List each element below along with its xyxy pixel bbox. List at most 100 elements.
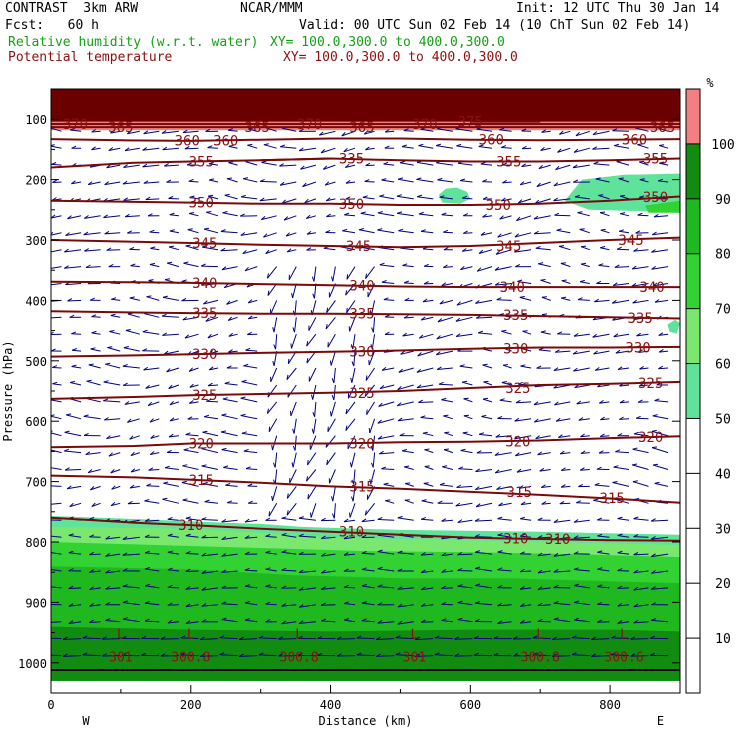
wind-vector-head	[70, 127, 76, 131]
wind-vector-head	[202, 430, 208, 433]
wind-vector-head	[559, 500, 565, 505]
wind-vector	[441, 214, 453, 217]
wind-vector	[651, 519, 669, 522]
wind-vector-head	[632, 463, 638, 466]
wind-vector	[419, 333, 434, 339]
wind-vector	[417, 350, 434, 357]
x-tick-label: 600	[459, 698, 481, 712]
low-marker: L	[117, 628, 125, 643]
wind-vector-head	[66, 485, 72, 490]
wind-vector-head	[146, 483, 152, 487]
wind-vector-head	[618, 177, 624, 180]
wind-vector-head	[127, 418, 132, 423]
colorbar-segment	[686, 89, 700, 144]
low-value: 300.8	[171, 651, 210, 666]
wind-vector-head	[457, 584, 463, 587]
wind-vector	[540, 331, 551, 335]
y-tick-label: 300	[25, 234, 47, 248]
wind-vector-head	[519, 619, 525, 624]
wind-vector	[349, 503, 356, 518]
wind-vector	[52, 383, 62, 386]
wind-vector-head	[442, 465, 448, 468]
wind-vector-head	[181, 298, 187, 302]
theta-label: 325	[638, 376, 663, 392]
wind-vector-head	[145, 196, 151, 201]
wind-vector-head	[167, 261, 173, 264]
wind-vector	[561, 280, 571, 284]
wind-vector	[86, 380, 101, 386]
wind-vector	[533, 215, 551, 220]
wind-vector-head	[396, 211, 403, 214]
wind-vector-head	[361, 618, 367, 622]
wind-vector-head	[618, 229, 624, 232]
wind-vector-head	[89, 603, 94, 607]
wind-vector-head	[456, 143, 462, 147]
wind-vector-head	[519, 586, 525, 590]
wind-vector	[91, 130, 101, 133]
wind-vector	[483, 381, 493, 386]
wind-vector-head	[51, 162, 57, 165]
wind-vector-head	[650, 602, 656, 606]
wind-vector	[184, 147, 199, 150]
wind-vector-head	[312, 293, 315, 299]
wind-vector	[326, 300, 336, 313]
wind-vector-head	[659, 144, 665, 146]
wind-vector	[537, 452, 551, 456]
wind-vector-head	[121, 635, 127, 639]
wind-vector-head	[658, 332, 664, 336]
wind-vector-head	[612, 282, 618, 286]
wind-vector-head	[600, 416, 605, 421]
wind-vector-head	[89, 516, 95, 520]
wind-vector-head	[166, 449, 172, 453]
wind-vector-head	[321, 569, 326, 574]
wind-vector	[313, 418, 317, 434]
wind-vector	[243, 365, 258, 369]
wind-vector-head	[441, 569, 447, 573]
wind-vector	[298, 517, 316, 521]
wind-vector	[654, 299, 669, 303]
theta-label: 320	[189, 437, 214, 453]
wind-vector-head	[396, 194, 402, 197]
wind-vector-head	[222, 397, 228, 400]
wind-vector-head	[66, 413, 72, 416]
wind-vector	[51, 449, 62, 454]
wind-vector	[541, 130, 551, 133]
wind-vector-head	[475, 315, 481, 319]
wind-vector	[288, 266, 297, 281]
wind-vector-head	[518, 485, 524, 489]
wind-vector	[51, 654, 62, 657]
wind-vector	[65, 232, 82, 236]
theta-label: 335	[349, 307, 374, 323]
wind-vector	[633, 587, 649, 591]
wind-vector-head	[632, 480, 638, 483]
wind-vector	[68, 604, 82, 607]
wind-vector	[189, 401, 199, 404]
wind-vector	[219, 654, 238, 657]
wind-vector	[553, 181, 571, 187]
wind-vector	[652, 232, 669, 236]
wind-vector	[169, 435, 179, 438]
wind-vector-head	[52, 381, 58, 385]
wind-vector	[293, 418, 297, 434]
wind-vector-head	[521, 313, 527, 315]
wind-vector-head	[310, 512, 312, 518]
wind-vector-head	[516, 216, 521, 221]
wind-vector-head	[580, 433, 585, 438]
wind-vector-head	[110, 502, 116, 506]
wind-vector-head	[244, 551, 250, 555]
wind-vector	[454, 655, 473, 657]
wind-vector-head	[457, 551, 463, 556]
wind-vector	[68, 621, 82, 625]
wind-vector-head	[298, 569, 304, 574]
wind-vector	[304, 198, 317, 204]
wind-vector-head	[183, 448, 189, 451]
wind-vector	[654, 215, 669, 218]
wind-vector	[457, 602, 473, 606]
wind-vector-head	[226, 300, 231, 305]
wind-vector-head	[108, 147, 114, 151]
wind-vector	[502, 364, 512, 369]
wind-vector-head	[101, 636, 107, 640]
wind-vector-head	[455, 333, 461, 337]
wind-vector-head	[88, 363, 94, 366]
wind-vector-head	[326, 459, 329, 465]
